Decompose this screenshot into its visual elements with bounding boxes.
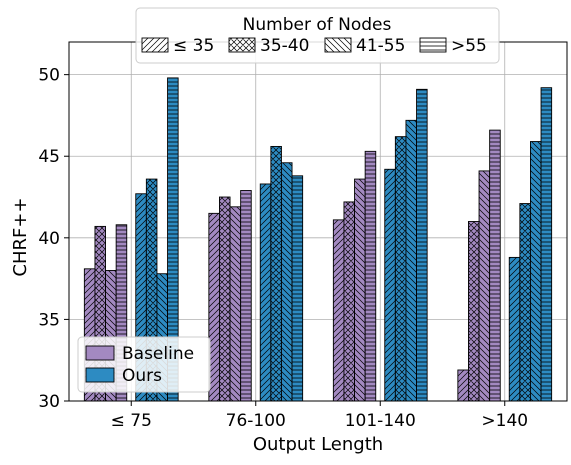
bar-hatch-overlay	[530, 141, 542, 402]
y-tick-label: 40	[38, 229, 60, 249]
bar-hatch-overlay	[489, 129, 501, 402]
y-tick-label: 50	[38, 66, 60, 86]
legend-swatch	[228, 37, 256, 53]
bar-hatch-overlay	[240, 190, 252, 402]
legend-number-of-nodes: Number of Nodes ≤ 35 35-40 41-55 >55	[135, 7, 500, 64]
bar-hatch-overlay	[270, 145, 282, 402]
legend-title: Number of Nodes	[243, 15, 392, 35]
y-tick-label: 45	[38, 147, 60, 167]
legend-label: >55	[451, 36, 487, 56]
y-axis-label: CHRF++	[10, 197, 31, 276]
x-tick-label: ≤ 75	[111, 411, 152, 431]
y-tick-label: 35	[38, 310, 60, 330]
bar-hatch-overlay	[468, 221, 480, 402]
bar-hatch-overlay	[343, 201, 356, 402]
bar-hatch-overlay	[281, 162, 293, 402]
bar-hatch-overlay	[229, 206, 242, 402]
legend-swatch	[141, 37, 169, 53]
legend-label: Baseline	[122, 344, 194, 364]
bar-hatch-overlay	[519, 203, 531, 402]
bar-hatch-overlay	[457, 369, 469, 402]
bar-hatch-overlay	[540, 87, 553, 402]
x-tick-label: >140	[481, 411, 528, 431]
legend-swatch	[324, 37, 352, 53]
bar-hatch-overlay	[332, 219, 345, 402]
bar-hatch-overlay	[259, 183, 272, 402]
bar-hatch-overlay	[416, 88, 428, 402]
legend-swatch	[85, 345, 115, 361]
bar-hatch-overlay	[394, 136, 407, 402]
legend-swatch	[85, 367, 115, 383]
y-tick-label: 30	[38, 392, 60, 412]
legend-label: 35-40	[260, 36, 309, 56]
bar-hatch-overlay	[405, 119, 418, 402]
legend-label: 41-55	[356, 36, 405, 56]
bar-hatch-overlay	[508, 256, 521, 402]
axes-layer: 30 35 40 45 50 ≤ 75 76-100 101-140 >140	[38, 41, 568, 431]
x-tick-label: 76-100	[226, 411, 286, 431]
legend-box	[135, 7, 500, 64]
bar-hatch-overlay	[291, 175, 304, 402]
bar-hatch-overlay	[218, 196, 231, 402]
legend-label: Ours	[122, 366, 162, 386]
bar-hatch-overlay	[354, 178, 366, 402]
bar-hatch-overlay	[478, 170, 491, 402]
x-axis-label: Output Length	[253, 434, 383, 455]
bar-hatch-overlay	[364, 150, 377, 402]
legend-swatch	[419, 37, 447, 53]
x-tick-label: 101-140	[345, 411, 416, 431]
bar-hatch-overlay	[384, 168, 396, 402]
legend-label: ≤ 35	[173, 36, 214, 56]
